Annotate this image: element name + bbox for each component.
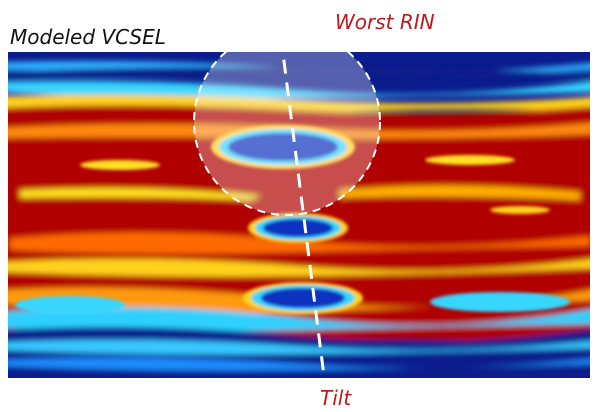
worst-rin-circle <box>194 29 380 215</box>
figure: Modeled VCSEL Worst RIN Tilt <box>0 0 597 412</box>
title: Modeled VCSEL <box>10 25 166 49</box>
tilt-label: Tilt <box>320 386 352 410</box>
worst-rin-label: Worst RIN <box>335 10 435 34</box>
